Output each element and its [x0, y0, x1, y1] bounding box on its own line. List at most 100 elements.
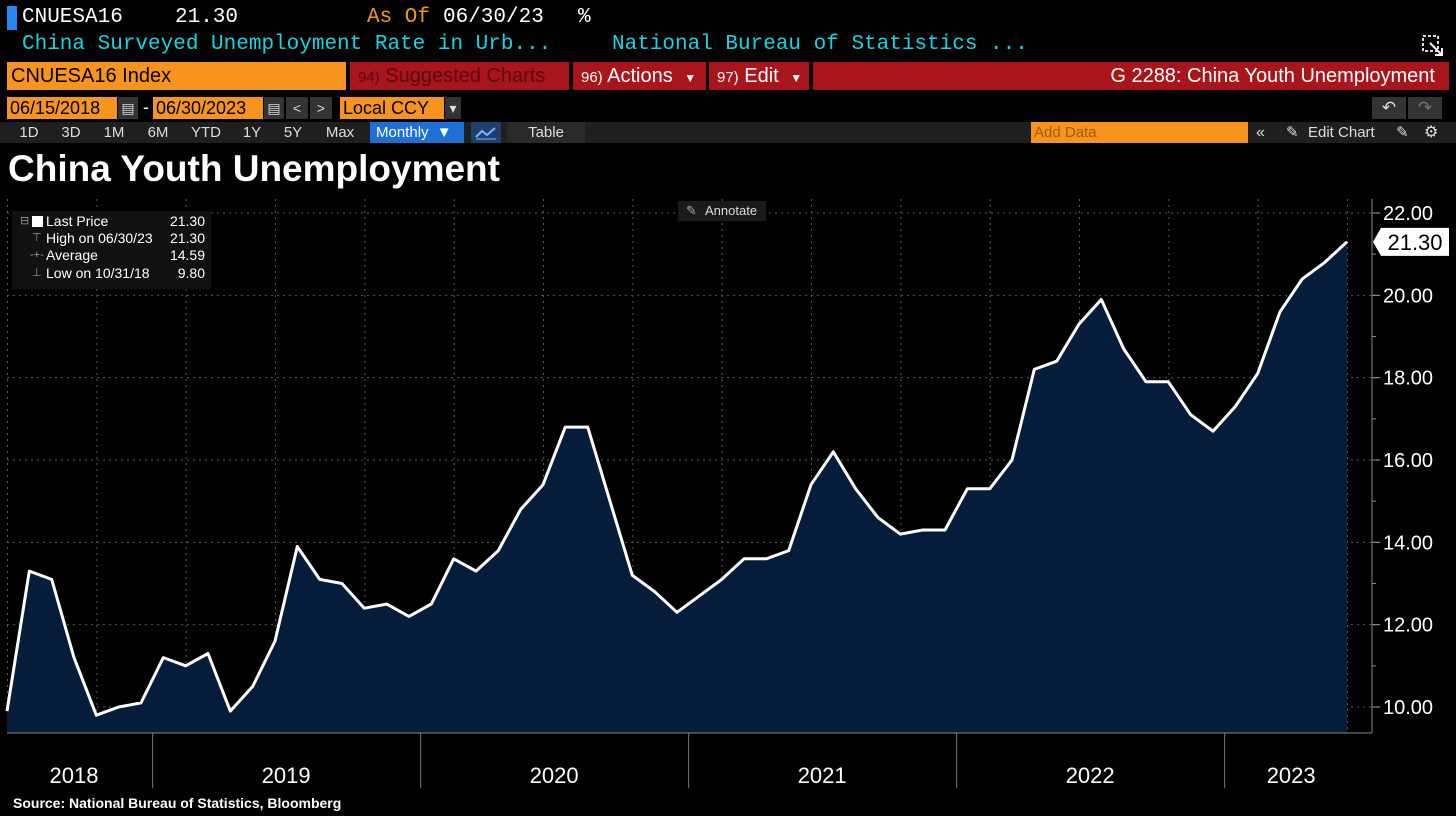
legend-high: ⊤ High on 06/30/23 21.30 — [12, 230, 211, 247]
collapse-box-icon[interactable]: ⊟ — [20, 215, 30, 227]
data-point — [676, 611, 679, 614]
table-view-button[interactable]: Table — [507, 122, 585, 143]
data-point — [1145, 380, 1148, 383]
period-6m[interactable]: 6M — [147, 124, 169, 141]
data-point — [564, 426, 567, 429]
start-date-input[interactable]: 06/15/2018 — [7, 97, 117, 119]
data-point — [50, 578, 53, 581]
redo-icon[interactable]: ↷ — [1408, 97, 1442, 119]
data-point — [1234, 405, 1237, 408]
chart-title: China Youth Unemployment — [8, 148, 500, 189]
collapse-icon[interactable]: « — [1256, 124, 1265, 141]
data-point — [1323, 261, 1326, 264]
gear-icon[interactable]: ⚙ — [1424, 124, 1439, 141]
function-bar: CNUESA16 Index 94) Suggested Charts 96) … — [0, 62, 1456, 90]
data-point — [698, 594, 701, 597]
annotate-button[interactable]: ✎ Annotate — [678, 201, 766, 221]
series-line — [5, 240, 1349, 717]
data-point — [475, 570, 478, 573]
chart-code-title: G 2288: China Youth Unemployment — [813, 62, 1449, 90]
data-point — [944, 528, 947, 531]
data-point — [296, 545, 299, 548]
data-point — [274, 640, 277, 643]
high-value: 21.30 — [169, 230, 205, 246]
chart-area[interactable]: 10.00 12.00 14.00 16.00 18.00 20.00 22.00 2018… — [0, 195, 1456, 795]
period-3d[interactable]: 3D — [61, 124, 81, 141]
average-label: Average — [46, 247, 98, 263]
data-point — [921, 528, 924, 531]
y-tick-label: 22.00 — [1383, 203, 1433, 225]
security-header: CNUESA16 21.30 As Of 06/30/23 % — [0, 4, 1456, 32]
chevron-right-icon[interactable]: > — [310, 97, 332, 119]
unit-label: % — [578, 6, 591, 29]
data-point — [341, 582, 344, 585]
security-field[interactable]: CNUESA16 Index — [7, 62, 346, 90]
frequency-select[interactable]: Monthly ▼ — [370, 122, 464, 143]
data-point — [743, 557, 746, 560]
chart-settings-icon[interactable]: ✎ — [1396, 124, 1409, 141]
period-bar: 1D 3D 1M 6M YTD 1Y 5Y Max Monthly ▼ Tabl… — [0, 122, 1456, 143]
edit-menu-button[interactable]: 97) Edit ▼ — [709, 62, 809, 90]
data-point — [631, 574, 634, 577]
high-label: High on 06/30/23 — [46, 230, 153, 246]
add-data-input[interactable]: Add Data — [1031, 122, 1248, 143]
ticker[interactable]: CNUESA16 — [22, 6, 123, 29]
data-point — [519, 508, 522, 511]
calendar-icon[interactable]: ▤ — [118, 97, 138, 119]
expand-window-icon[interactable] — [1422, 35, 1444, 57]
data-point — [207, 652, 210, 655]
y-tick-label: 16.00 — [1383, 450, 1433, 472]
data-point — [542, 483, 545, 486]
data-point — [385, 603, 388, 606]
calendar-icon[interactable]: ▤ — [264, 97, 284, 119]
average-value: 14.59 — [169, 247, 205, 263]
period-1y[interactable]: 1Y — [242, 124, 262, 141]
data-point — [1033, 368, 1036, 371]
data-point — [765, 557, 768, 560]
actions-menu-button[interactable]: 96) Actions ▼ — [573, 62, 706, 90]
edit-chart-button[interactable]: Edit Chart — [1308, 124, 1375, 141]
y-tick-label: 12.00 — [1383, 615, 1433, 637]
data-point — [609, 500, 612, 503]
as-of-label: As Of — [367, 6, 431, 29]
y-tick-label: 20.00 — [1383, 285, 1433, 307]
data-point — [877, 516, 880, 519]
data-point — [720, 578, 723, 581]
period-1d[interactable]: 1D — [19, 124, 39, 141]
chevron-left-icon[interactable]: < — [286, 97, 308, 119]
legend-average: -+- Average 14.59 — [12, 247, 211, 264]
period-1m[interactable]: 1M — [103, 124, 125, 141]
edit-label: Edit — [744, 65, 779, 87]
suggested-charts-button[interactable]: 94) Suggested Charts — [350, 62, 569, 90]
data-point — [251, 685, 254, 688]
period-max[interactable]: Max — [325, 124, 355, 141]
data-point — [1122, 347, 1125, 350]
chevron-down-icon[interactable]: ▾ — [445, 97, 461, 119]
data-point — [832, 450, 835, 453]
date-separator: - — [143, 97, 149, 117]
data-point — [854, 487, 857, 490]
chevron-down-icon: ▼ — [436, 124, 452, 141]
period-5y[interactable]: 5Y — [283, 124, 303, 141]
last-price-value: 21.30 — [169, 213, 205, 229]
undo-icon[interactable]: ↶ — [1372, 97, 1406, 119]
annotate-label: Annotate — [705, 203, 758, 218]
pencil-icon[interactable]: ✎ — [1286, 124, 1299, 141]
y-tick-label: 18.00 — [1383, 368, 1433, 390]
data-point — [810, 483, 813, 486]
data-point — [1167, 380, 1170, 383]
y-tick-label: 14.00 — [1383, 532, 1433, 554]
x-axis: 2018 2019 2020 2021 2022 2023 — [7, 732, 1372, 788]
high-marker-icon: ⊤ — [32, 232, 42, 244]
line-chart-icon[interactable] — [471, 122, 501, 143]
as-of-date: 06/30/23 — [443, 6, 544, 29]
data-point — [140, 701, 143, 704]
low-marker-icon: ⊥ — [32, 267, 42, 279]
currency-select[interactable]: Local CCY — [340, 97, 444, 119]
legend-box[interactable]: ⊟ Last Price 21.30 ⊤ High on 06/30/23 21… — [12, 211, 211, 289]
last-value: 21.30 — [175, 6, 239, 29]
end-date-input[interactable]: 06/30/2023 — [153, 97, 263, 119]
data-point — [1212, 430, 1215, 433]
actions-num: 96) — [581, 69, 603, 86]
period-ytd[interactable]: YTD — [191, 124, 221, 141]
